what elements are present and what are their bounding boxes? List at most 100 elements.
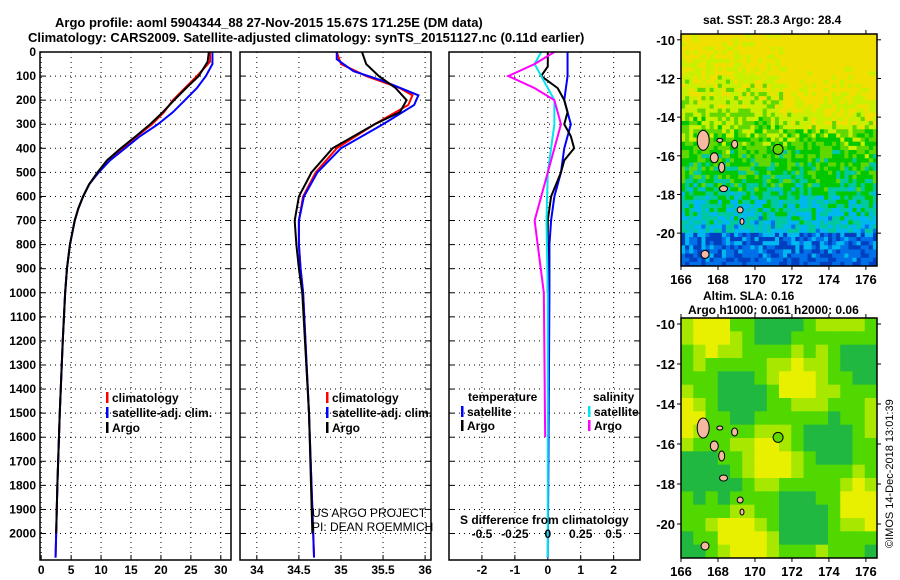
map-cell <box>693 63 698 68</box>
map-cell <box>828 150 833 155</box>
map-cell <box>725 257 731 263</box>
map-cell <box>774 50 780 56</box>
map-cell <box>705 358 719 372</box>
map-cell <box>721 203 727 209</box>
map-cell <box>721 34 727 39</box>
map-cell <box>787 38 792 43</box>
map-cell <box>836 183 841 188</box>
map-cell <box>840 87 845 93</box>
map-cell <box>734 67 739 72</box>
map-cell <box>697 199 702 205</box>
map-cell <box>705 58 711 64</box>
map-cell <box>709 174 715 180</box>
map-cell <box>815 87 821 93</box>
map-cell <box>819 162 825 168</box>
project-credit: US ARGO PROJECT <box>312 506 427 520</box>
map-cell <box>860 228 866 234</box>
map-cell <box>840 137 845 143</box>
map-cell <box>860 87 866 93</box>
map-cell <box>799 145 804 151</box>
y-tick-label: 400 <box>16 141 36 155</box>
map-cell <box>750 125 755 130</box>
map-cell <box>717 224 723 230</box>
map-cell <box>685 42 690 47</box>
map-cell <box>828 179 833 184</box>
map-cell <box>856 141 862 147</box>
map-cell <box>681 261 686 267</box>
map-cell <box>787 261 792 267</box>
map-cell <box>836 166 841 172</box>
map-cell <box>860 174 866 180</box>
map-cell <box>758 187 764 192</box>
map-cell <box>754 544 768 559</box>
map-cell <box>856 58 862 64</box>
map-cell <box>758 121 764 126</box>
map-cell <box>840 174 845 180</box>
map-cell <box>848 71 853 76</box>
map-cell <box>779 464 792 479</box>
series-line-climatology <box>297 51 414 558</box>
map-cell <box>730 464 743 479</box>
map-cell <box>836 232 841 238</box>
map-cell <box>721 79 727 85</box>
map-cell <box>713 216 719 221</box>
map-cell <box>791 544 804 559</box>
map-cell <box>783 232 788 238</box>
map-cell <box>791 46 796 52</box>
map-cell <box>774 71 780 76</box>
map-cell <box>807 208 813 213</box>
map-cell <box>766 162 772 168</box>
map-cell <box>864 544 878 559</box>
map-cell <box>864 174 870 180</box>
map-cell <box>828 34 833 39</box>
map-cell <box>721 116 727 122</box>
map-cell <box>738 162 743 168</box>
map-cell <box>823 125 829 130</box>
map-cell <box>717 241 723 246</box>
map-cell <box>693 50 698 56</box>
map-cell <box>803 162 809 168</box>
map-cell <box>864 318 878 332</box>
map-cell <box>795 261 800 267</box>
map-cell <box>836 108 841 114</box>
map-cell <box>705 220 711 226</box>
map-cell <box>779 504 792 519</box>
map-cell <box>762 166 768 172</box>
map-cell <box>754 174 760 180</box>
map-cell <box>799 261 804 267</box>
map-cell <box>734 79 739 85</box>
map-cell <box>738 112 743 118</box>
lat-tick-label: -16 <box>656 437 675 452</box>
map-cell <box>701 203 706 209</box>
map-cell <box>689 237 694 242</box>
map-cell <box>717 237 723 242</box>
map-cell <box>848 208 853 213</box>
map-cell <box>840 491 853 506</box>
map-cell <box>828 199 833 205</box>
map-cell <box>681 133 686 139</box>
map-cell <box>754 116 760 122</box>
map-cell <box>709 199 715 205</box>
map-cell <box>815 216 821 221</box>
map-cell <box>828 261 833 267</box>
map-cell <box>705 531 719 546</box>
map-cell <box>864 50 870 56</box>
map-cell <box>807 170 813 176</box>
map-cell <box>689 112 694 118</box>
map-cell <box>717 150 723 155</box>
map-cell <box>713 174 719 180</box>
map-cell <box>864 195 870 201</box>
map-cell <box>832 137 837 143</box>
map-cell <box>787 79 792 85</box>
map-cell <box>803 116 809 122</box>
map-cell <box>717 133 723 139</box>
map-cell <box>864 371 878 386</box>
map-cell <box>791 104 796 110</box>
map-cell <box>681 179 686 184</box>
map-cell <box>819 220 825 226</box>
map-cell <box>868 195 874 201</box>
map-cell <box>762 183 768 188</box>
map-cell <box>860 208 866 213</box>
map-cell <box>717 183 723 188</box>
map-cell <box>807 108 813 114</box>
